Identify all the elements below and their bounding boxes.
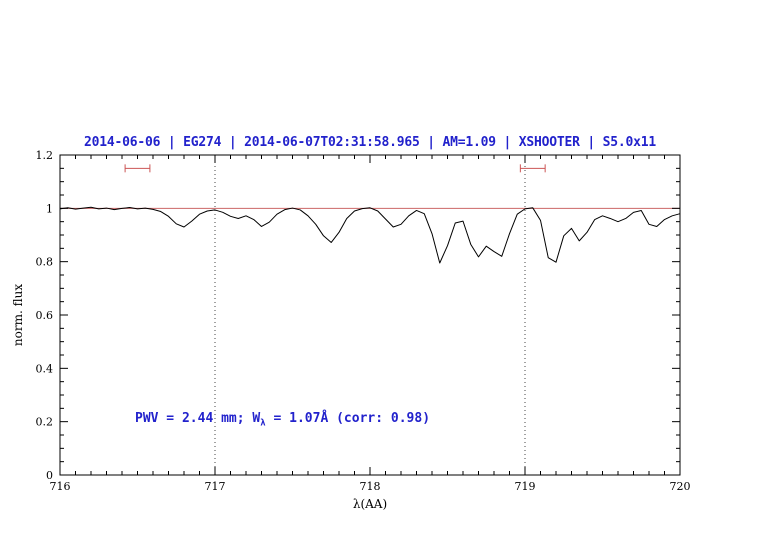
plot-title: 2014-06-06 | EG274 | 2014-06-07T02:31:58… (84, 135, 656, 150)
svg-text:1.2: 1.2 (36, 149, 54, 162)
svg-text:0: 0 (46, 469, 53, 482)
pwv-annotation-prefix: PWV = 2.44 mm; W (135, 411, 261, 426)
axis-ticks (59, 154, 681, 476)
svg-text:718: 718 (360, 480, 381, 493)
y-axis-label: norm. flux (11, 284, 25, 346)
pwv-annotation-suffix: = 1.07Å (corr: 0.98) (265, 411, 431, 426)
svg-text:0.8: 0.8 (36, 256, 54, 269)
x-axis-label: λ(AA) (353, 497, 387, 511)
svg-text:717: 717 (205, 480, 226, 493)
svg-text:0.6: 0.6 (36, 309, 54, 322)
range-markers (124, 164, 546, 173)
svg-text:716: 716 (50, 480, 71, 493)
svg-text:719: 719 (515, 480, 536, 493)
svg-text:1: 1 (46, 202, 53, 215)
dotted-vlines (214, 155, 526, 475)
svg-text:720: 720 (670, 480, 691, 493)
svg-text:0.2: 0.2 (36, 416, 54, 429)
svg-text:0.4: 0.4 (36, 362, 54, 375)
spectrum-line (59, 206, 681, 264)
tick-labels: 716 717 718 719 720 0 0.2 0.4 0.6 0.8 1 1.2 (36, 149, 691, 493)
pwv-annotation-sub: λ (260, 418, 266, 429)
pwv-annotation: PWV = 2.44 mm; Wλ = 1.07Å (corr: 0.98) (135, 411, 430, 429)
